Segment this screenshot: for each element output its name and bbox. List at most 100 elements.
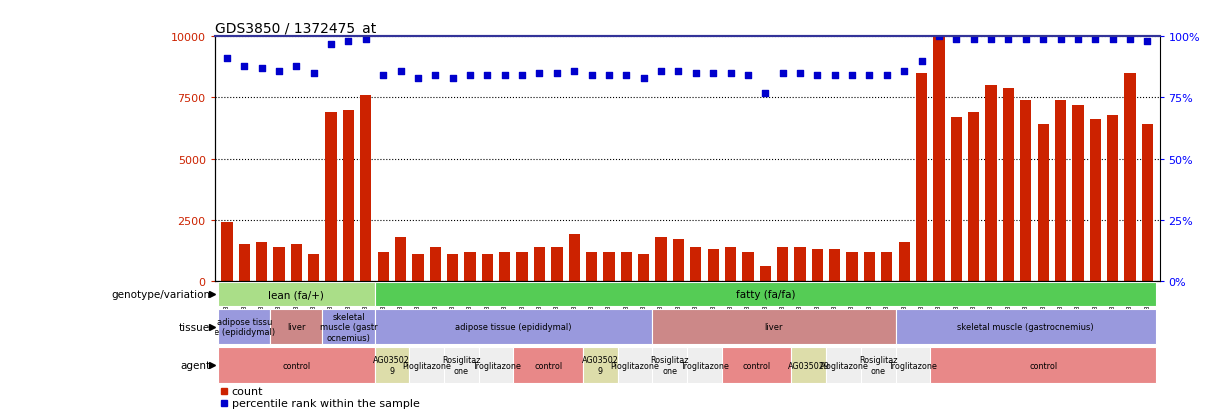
Point	[409, 75, 428, 82]
Point	[720, 71, 740, 77]
Bar	[690, 247, 702, 281]
Bar	[672, 240, 685, 281]
Text: GDS3850 / 1372475_at: GDS3850 / 1372475_at	[215, 22, 375, 36]
Point	[234, 63, 254, 70]
Point	[599, 73, 618, 80]
Point	[946, 36, 966, 43]
Text: Rosiglitaz
one: Rosiglitaz one	[442, 356, 481, 375]
Point	[356, 36, 375, 43]
Point	[669, 68, 688, 75]
Bar	[444, 348, 479, 383]
Bar	[896, 348, 930, 383]
Bar	[742, 252, 753, 281]
Point	[460, 73, 480, 80]
Text: adipose tissue (epididymal): adipose tissue (epididymal)	[455, 323, 572, 331]
Text: Troglitazone: Troglitazone	[680, 361, 729, 370]
Bar	[429, 247, 440, 281]
Point	[426, 73, 445, 80]
Bar	[395, 237, 406, 281]
Bar	[653, 309, 896, 344]
Text: Rosiglitaz
one: Rosiglitaz one	[859, 356, 897, 375]
Point	[217, 56, 237, 62]
Text: AG035029: AG035029	[788, 361, 829, 370]
Text: percentile rank within the sample: percentile rank within the sample	[232, 398, 420, 408]
Text: skeletal muscle (gastrocnemius): skeletal muscle (gastrocnemius)	[957, 323, 1094, 331]
Bar	[482, 254, 493, 281]
Point	[686, 71, 706, 77]
Bar	[410, 348, 444, 383]
Bar	[930, 348, 1156, 383]
Bar	[812, 249, 823, 281]
Text: genotype/variation: genotype/variation	[110, 290, 210, 299]
Text: control: control	[742, 361, 771, 370]
Text: fatty (fa/fa): fatty (fa/fa)	[735, 290, 795, 299]
Point	[373, 73, 393, 80]
Bar	[725, 247, 736, 281]
Text: count: count	[232, 386, 264, 396]
Point	[652, 68, 671, 75]
Bar	[374, 309, 653, 344]
Bar	[583, 348, 617, 383]
Point	[894, 68, 914, 75]
Point	[390, 68, 410, 75]
Bar	[951, 118, 962, 281]
Point	[443, 75, 463, 82]
Bar	[447, 254, 459, 281]
Bar	[1072, 105, 1083, 281]
Bar	[513, 348, 583, 383]
Text: AG03502
9: AG03502 9	[582, 356, 618, 375]
Bar	[218, 282, 374, 307]
Point	[1067, 36, 1087, 43]
Point	[999, 36, 1018, 43]
Bar	[270, 309, 323, 344]
Bar	[479, 348, 513, 383]
Bar	[655, 237, 666, 281]
Point	[634, 75, 654, 82]
Point	[252, 66, 271, 72]
Bar	[915, 74, 928, 281]
Point	[494, 73, 514, 80]
Point	[1033, 36, 1053, 43]
Point	[929, 34, 948, 40]
Text: Pioglitazone: Pioglitazone	[611, 361, 659, 370]
Text: control: control	[534, 361, 562, 370]
Point	[1086, 36, 1106, 43]
Bar	[881, 252, 892, 281]
Point	[616, 73, 636, 80]
Point	[877, 73, 897, 80]
Point	[982, 36, 1001, 43]
Bar	[412, 254, 423, 281]
Bar	[604, 252, 615, 281]
Point	[1120, 36, 1140, 43]
Point	[287, 63, 307, 70]
Bar	[791, 348, 826, 383]
Point	[269, 68, 288, 75]
Bar	[218, 309, 270, 344]
Bar	[1002, 88, 1014, 281]
Point	[842, 73, 861, 80]
Text: skeletal
muscle (gastr
ocnemius): skeletal muscle (gastr ocnemius)	[320, 312, 377, 342]
Bar	[708, 249, 719, 281]
Bar	[1020, 101, 1032, 281]
Bar	[621, 252, 632, 281]
Text: liver: liver	[764, 323, 783, 331]
Text: Pioglitazone: Pioglitazone	[402, 361, 452, 370]
Text: adipose tissu
e (epididymal): adipose tissu e (epididymal)	[213, 317, 275, 337]
Bar	[777, 247, 788, 281]
Bar	[464, 252, 476, 281]
Bar	[1090, 120, 1101, 281]
Text: Troglitazone: Troglitazone	[471, 361, 520, 370]
Bar	[896, 309, 1156, 344]
Point	[756, 90, 775, 97]
Point	[964, 36, 984, 43]
Point	[825, 73, 844, 80]
Point	[1050, 36, 1070, 43]
Bar	[617, 348, 653, 383]
Bar	[1038, 125, 1049, 281]
Bar	[1055, 101, 1066, 281]
Bar	[534, 247, 545, 281]
Text: AG03502
9: AG03502 9	[373, 356, 410, 375]
Bar	[378, 252, 389, 281]
Bar	[342, 110, 355, 281]
Text: agent: agent	[180, 360, 210, 370]
